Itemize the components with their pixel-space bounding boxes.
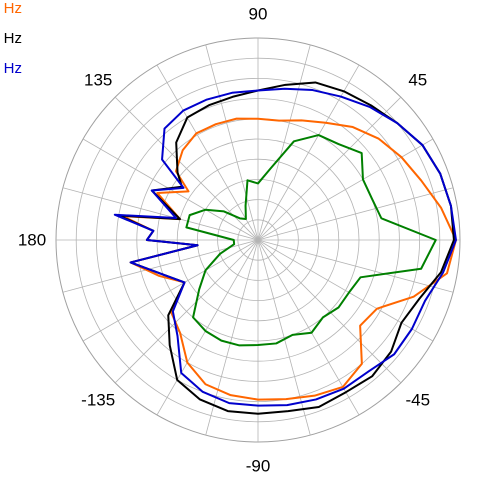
grid-spoke	[62, 187, 259, 241]
angle-tick-label: 180	[18, 231, 46, 250]
grid-spoke	[257, 239, 454, 293]
angle-tick-labels: 04590135180-135-90-45	[18, 5, 431, 476]
grid-spoke	[257, 239, 434, 342]
grid-spoke	[205, 44, 259, 241]
grid-spoke	[114, 239, 259, 384]
angle-tick-label: -45	[406, 390, 431, 409]
grid-spoke	[257, 96, 402, 241]
series-line-2	[113, 87, 457, 407]
legend-entry-blue: Hz	[3, 60, 22, 77]
angle-tick-label: 45	[408, 71, 427, 90]
grid-spoke	[257, 44, 311, 241]
grid-spoke	[257, 64, 360, 241]
grid-spoke	[257, 138, 434, 241]
grid-spoke	[62, 239, 259, 293]
series-lines	[113, 81, 457, 415]
polar-grid	[55, 37, 461, 443]
grid-spoke	[205, 239, 259, 436]
grid-spoke	[82, 239, 259, 342]
angle-tick-label: 90	[249, 5, 268, 24]
angle-tick-label: -90	[246, 457, 271, 476]
series-line-3	[185, 134, 437, 347]
grid-spoke	[257, 187, 454, 241]
grid-spoke	[257, 239, 402, 384]
grid-spoke	[156, 239, 259, 416]
angle-tick-label: -135	[81, 390, 115, 409]
angle-tick-label: 135	[84, 71, 112, 90]
legend-entry-orange: Hz	[3, 0, 22, 17]
legend-entry-black: Hz	[3, 30, 22, 47]
series-line-1	[117, 81, 455, 415]
grid-spoke	[257, 239, 360, 416]
legend: Hz Hz Hz	[0, 0, 40, 90]
grid-spoke	[156, 64, 259, 241]
